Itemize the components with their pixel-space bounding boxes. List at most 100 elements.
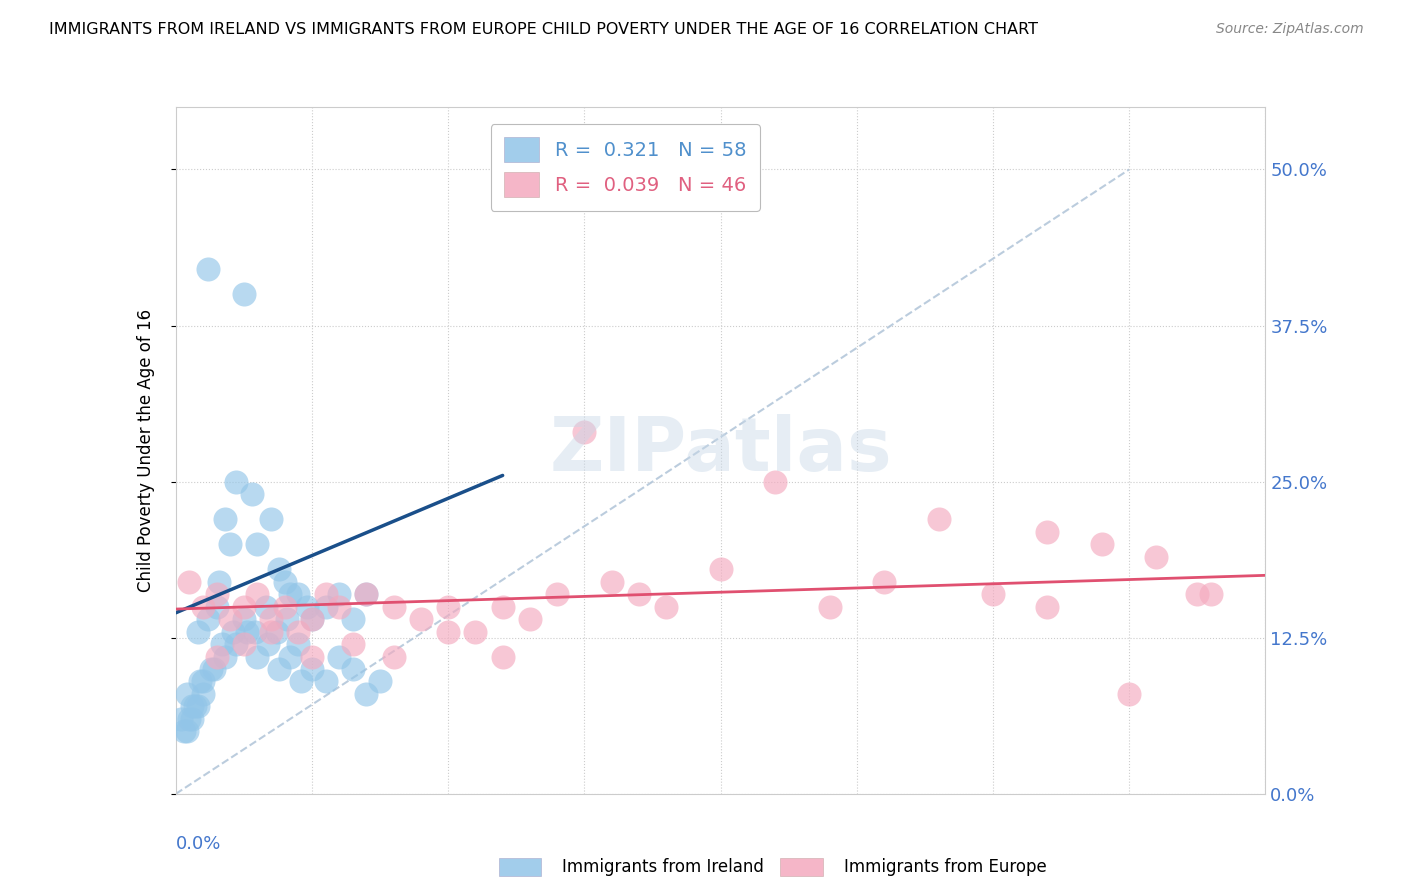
Point bbox=[246, 649, 269, 664]
Point bbox=[600, 574, 623, 589]
Point bbox=[328, 599, 350, 614]
Point bbox=[214, 649, 236, 664]
Point bbox=[276, 612, 298, 626]
Point bbox=[1199, 587, 1222, 601]
Point bbox=[214, 512, 236, 526]
Point bbox=[519, 612, 541, 626]
Point bbox=[278, 587, 301, 601]
Point bbox=[315, 599, 337, 614]
Point bbox=[235, 624, 257, 639]
Point bbox=[205, 587, 228, 601]
Text: IMMIGRANTS FROM IRELAND VS IMMIGRANTS FROM EUROPE CHILD POVERTY UNDER THE AGE OF: IMMIGRANTS FROM IRELAND VS IMMIGRANTS FR… bbox=[49, 22, 1038, 37]
Point bbox=[356, 587, 378, 601]
Point bbox=[382, 599, 405, 614]
Point bbox=[328, 649, 350, 664]
Point bbox=[873, 574, 896, 589]
Point bbox=[409, 612, 432, 626]
Point bbox=[219, 537, 242, 551]
Point bbox=[437, 624, 460, 639]
Point bbox=[179, 712, 201, 726]
Point bbox=[269, 562, 291, 576]
Point bbox=[176, 687, 198, 701]
Point bbox=[356, 687, 378, 701]
Point bbox=[818, 599, 841, 614]
Point bbox=[243, 624, 266, 639]
Point bbox=[342, 662, 364, 676]
Point bbox=[260, 624, 283, 639]
Point bbox=[274, 574, 297, 589]
Y-axis label: Child Poverty Under the Age of 16: Child Poverty Under the Age of 16 bbox=[136, 309, 155, 592]
Point bbox=[232, 612, 254, 626]
Point bbox=[492, 599, 515, 614]
Point bbox=[181, 712, 204, 726]
Point bbox=[342, 612, 364, 626]
Point bbox=[627, 587, 650, 601]
Point bbox=[186, 624, 209, 639]
Point bbox=[287, 587, 309, 601]
Point bbox=[1118, 687, 1140, 701]
Point bbox=[1144, 549, 1167, 564]
Point bbox=[191, 674, 214, 689]
Point bbox=[278, 649, 301, 664]
Point bbox=[328, 587, 350, 601]
Point bbox=[710, 562, 733, 576]
Point bbox=[260, 512, 283, 526]
Point bbox=[257, 637, 280, 651]
Text: 0.0%: 0.0% bbox=[176, 835, 221, 853]
Point bbox=[287, 624, 309, 639]
Point bbox=[928, 512, 950, 526]
Point bbox=[437, 599, 460, 614]
Point bbox=[225, 637, 247, 651]
Text: Source: ZipAtlas.com: Source: ZipAtlas.com bbox=[1216, 22, 1364, 37]
Point bbox=[290, 674, 312, 689]
Point bbox=[763, 475, 786, 489]
Point bbox=[202, 662, 225, 676]
Point bbox=[179, 574, 201, 589]
Point bbox=[269, 662, 291, 676]
Point bbox=[546, 587, 568, 601]
Point bbox=[191, 599, 214, 614]
Point bbox=[254, 599, 277, 614]
Point bbox=[222, 624, 245, 639]
Point bbox=[246, 587, 269, 601]
Point bbox=[1187, 587, 1209, 601]
Point bbox=[219, 612, 242, 626]
Text: Immigrants from Europe: Immigrants from Europe bbox=[844, 858, 1046, 876]
Point bbox=[188, 674, 211, 689]
Point bbox=[211, 637, 233, 651]
Point bbox=[274, 599, 297, 614]
Point bbox=[240, 487, 263, 501]
Point bbox=[574, 425, 596, 439]
Point bbox=[173, 724, 195, 739]
Point bbox=[232, 637, 254, 651]
Point bbox=[315, 587, 337, 601]
Point bbox=[356, 587, 378, 601]
Point bbox=[184, 699, 207, 714]
Point bbox=[266, 624, 288, 639]
Point bbox=[170, 712, 193, 726]
Point bbox=[205, 599, 228, 614]
Point bbox=[342, 637, 364, 651]
Text: Immigrants from Ireland: Immigrants from Ireland bbox=[562, 858, 765, 876]
Point bbox=[246, 537, 269, 551]
Text: ZIPatlas: ZIPatlas bbox=[550, 414, 891, 487]
Point bbox=[382, 649, 405, 664]
Point bbox=[295, 599, 318, 614]
Point bbox=[197, 612, 219, 626]
Point bbox=[225, 475, 247, 489]
Point bbox=[208, 574, 231, 589]
Point bbox=[191, 687, 214, 701]
Point bbox=[260, 612, 283, 626]
Point bbox=[1036, 524, 1059, 539]
Point bbox=[492, 649, 515, 664]
Point bbox=[301, 612, 323, 626]
Point bbox=[186, 699, 209, 714]
Point bbox=[368, 674, 391, 689]
Point bbox=[232, 287, 254, 301]
Legend: R =  0.321   N = 58, R =  0.039   N = 46: R = 0.321 N = 58, R = 0.039 N = 46 bbox=[491, 124, 759, 211]
Point bbox=[1036, 599, 1059, 614]
Point bbox=[301, 612, 323, 626]
Point bbox=[981, 587, 1004, 601]
Point bbox=[232, 599, 254, 614]
Point bbox=[197, 262, 219, 277]
